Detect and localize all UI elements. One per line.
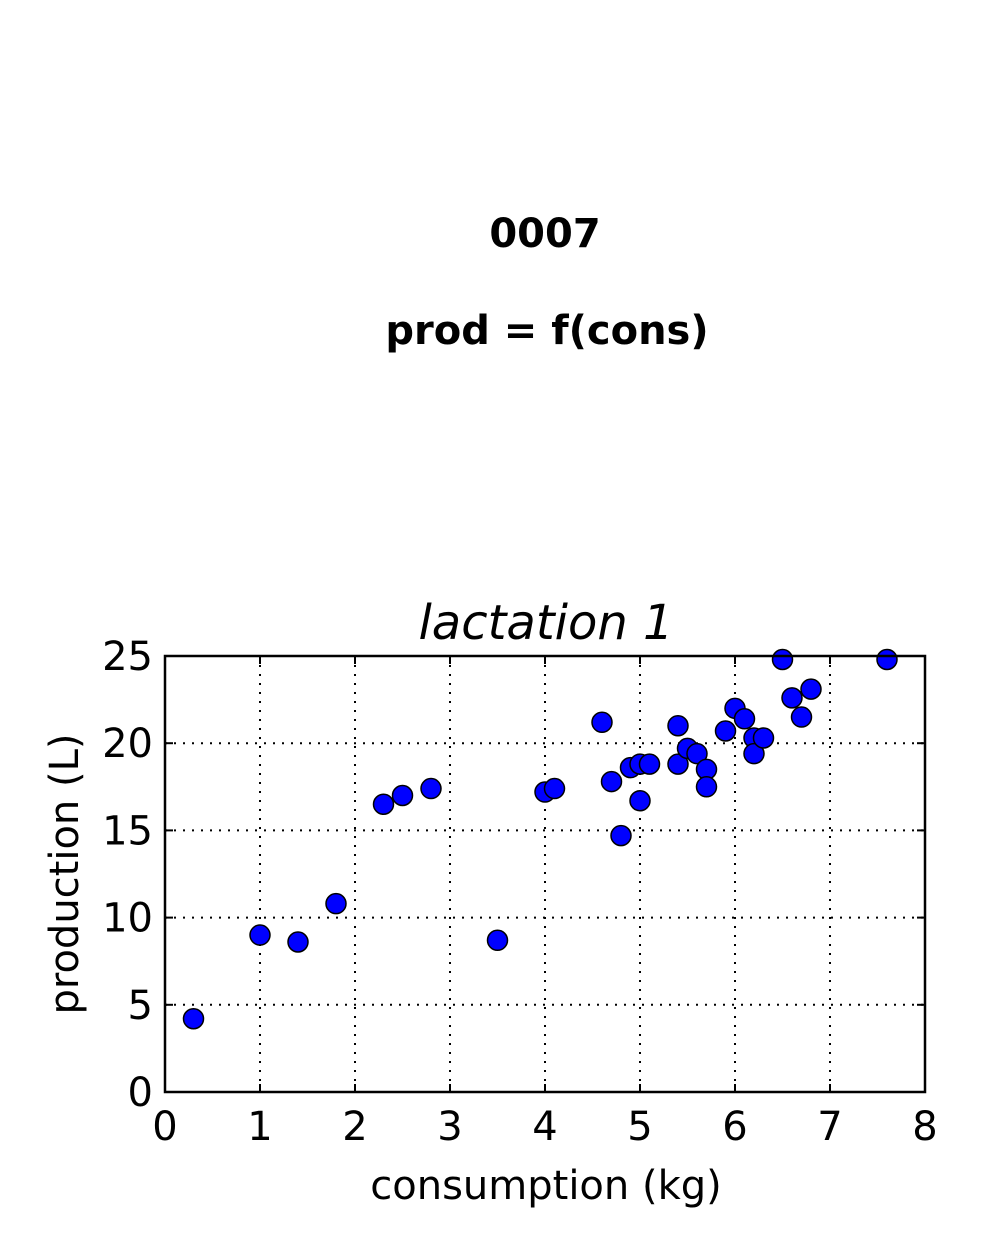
data-point [391,784,414,807]
data-point [686,742,708,765]
x-tick-label: 2 [342,1104,367,1150]
x-tick-labels: 0 1 2 3 4 5 6 7 8 [152,1104,937,1150]
data-point [714,720,737,742]
x-tick-label: 8 [912,1104,937,1150]
data-point [182,1008,205,1030]
x-tick-label: 1 [247,1104,272,1150]
data-point [610,824,632,847]
x-tick-label: 5 [627,1104,652,1150]
data-point [287,931,309,953]
y-tick-label: 0 [128,1070,153,1116]
data-point [781,687,803,709]
y-axis-label: production (L) [42,734,88,1015]
x-tick-label: 0 [152,1104,177,1150]
data-point [695,776,718,798]
data-point [325,892,347,915]
data-point [667,753,689,775]
y-tick-label: 15 [102,808,153,854]
y-tick-label: 5 [128,983,153,1029]
x-tick-label: 4 [532,1104,557,1150]
y-tick-label: 10 [102,896,153,942]
data-point [667,715,689,737]
data-point [543,777,566,800]
data-point [743,742,765,765]
plot-frame [163,654,927,1094]
data-point [638,753,661,775]
data-point [733,708,756,730]
data-point [249,924,271,946]
x-axis-label: consumption (kg) [370,1163,721,1209]
data-point [771,648,794,671]
data-point [486,929,509,952]
data-point [790,706,813,728]
figure-suptitle-formula: prod = f(cons) [385,308,708,354]
y-tick-label: 20 [102,721,153,767]
chart-title: lactation 1 [418,595,673,651]
scatter-points [182,648,898,1030]
data-point [629,790,651,812]
grid [165,656,925,1092]
x-tick-label: 7 [817,1104,842,1150]
data-point [752,727,775,749]
x-tick-label: 6 [722,1104,747,1150]
data-point [591,711,613,734]
data-point [600,770,623,793]
x-tick-label: 3 [437,1104,462,1150]
y-tick-labels: 0 5 10 15 20 25 [102,634,153,1116]
data-point [800,678,822,700]
y-tick-label: 25 [102,634,153,680]
data-point [876,648,898,671]
data-point [420,777,442,800]
figure-suptitle-id: 0007 [489,211,600,257]
data-point [372,793,395,815]
